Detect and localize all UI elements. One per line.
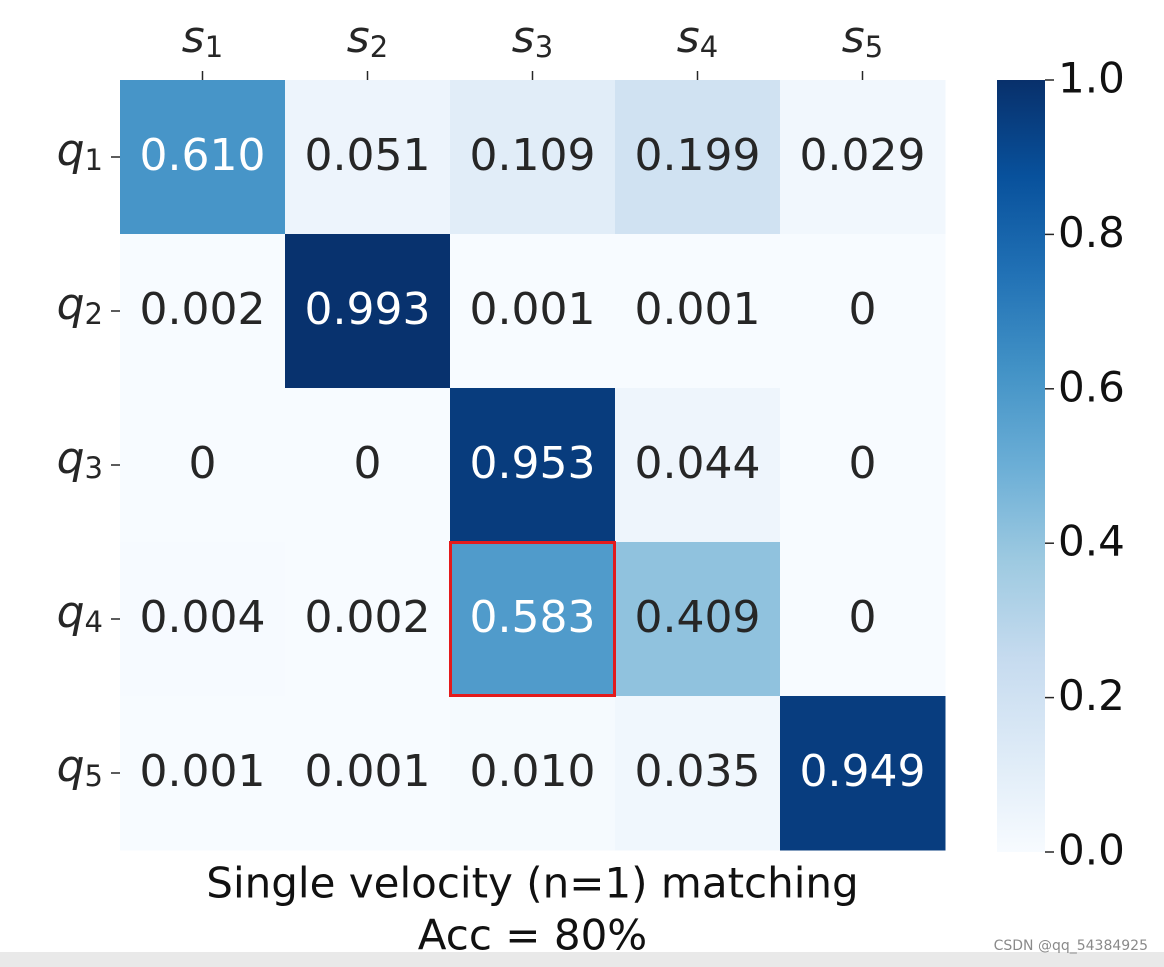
cell-label-r2-c1: 0.002 <box>140 284 266 335</box>
cell-label-r5-c3: 0.010 <box>470 746 596 797</box>
cell-label-r2-c3: 0.001 <box>470 284 596 335</box>
cell-label-r4-c4: 0.409 <box>635 592 761 643</box>
cell-label-r3-c3: 0.953 <box>470 438 596 489</box>
highlight-box-group <box>449 541 616 697</box>
cell-label-r1-c3: 0.109 <box>470 130 596 181</box>
y-tick-label-5: q5 <box>57 741 103 793</box>
heatmap-cell-r4-c5 <box>780 542 946 697</box>
colorbar-tick-label-2: 0.2 <box>1058 671 1125 720</box>
colorbar-tick-label-1: 0.0 <box>1058 826 1125 875</box>
x-tick-label-2: s2 <box>347 12 388 64</box>
heatmap-cell-r5-c2 <box>285 696 451 851</box>
heatmap-cells <box>120 80 946 851</box>
heatmap-cell-r1-c3 <box>450 80 616 235</box>
cell-label-r4-c5: 0 <box>849 592 877 643</box>
colorbar-tick-label-4: 0.6 <box>1058 362 1125 411</box>
heatmap-cell-r1-c4 <box>615 80 781 235</box>
colorbar-tick-label-5: 0.8 <box>1058 208 1125 257</box>
y-tick-label-4: q4 <box>57 587 103 639</box>
cell-label-r1-c1: 0.610 <box>140 130 266 181</box>
cell-label-r4-c1: 0.004 <box>140 592 266 643</box>
cell-label-r5-c4: 0.035 <box>635 746 761 797</box>
x-tick-label-4: s4 <box>677 12 718 64</box>
cell-label-r3-c2: 0 <box>354 438 382 489</box>
colorbar-gradient <box>997 80 1045 852</box>
x-tick-label-5: s5 <box>842 12 883 64</box>
heatmap-cell-r2-c3 <box>450 234 616 389</box>
cell-label-r5-c1: 0.001 <box>140 746 266 797</box>
colorbar: 0.0 0.2 0.4 0.6 0.8 1.0 <box>997 54 1125 875</box>
heatmap-cell-r2-c1 <box>120 234 286 389</box>
heatmap-cell-r2-c5 <box>780 234 946 389</box>
x-tick-label-1: s1 <box>182 12 223 64</box>
cell-label-r3-c5: 0 <box>849 438 877 489</box>
cell-label-r1-c5: 0.029 <box>800 130 926 181</box>
heatmap-cell-r4-c2 <box>285 542 451 697</box>
heatmap-cell-r5-c4 <box>615 696 781 851</box>
y-tick-label-2: q2 <box>57 279 103 331</box>
y-tick-label-1: q1 <box>57 125 103 177</box>
y-axis-ticks: q1 q2 q3 q4 q5 <box>57 125 120 793</box>
cell-label-r2-c4: 0.001 <box>635 284 761 335</box>
y-tick-label-3: q3 <box>57 433 103 485</box>
title-line-2: Acc = 80% <box>418 911 647 953</box>
heatmap-cell-r3-c3 <box>450 388 616 543</box>
heatmap-cell-r3-c5 <box>780 388 946 543</box>
heatmap-cell-r1-c1 <box>120 80 286 235</box>
cell-label-r3-c4: 0.044 <box>635 438 761 489</box>
cell-label-r1-c4: 0.199 <box>635 130 761 181</box>
heatmap-cell-r4-c4 <box>615 542 781 697</box>
heatmap-cell-r2-c2 <box>285 234 451 389</box>
title-line-1: Single velocity (n=1) matching <box>206 859 858 908</box>
cell-label-r3-c1: 0 <box>189 438 217 489</box>
highlight-box <box>449 541 616 697</box>
cell-label-r4-c3: 0.583 <box>470 592 596 643</box>
cell-label-r2-c2: 0.993 <box>305 284 431 335</box>
heatmap-cell-r3-c4 <box>615 388 781 543</box>
cell-label-r5-c5: 0.949 <box>800 746 926 797</box>
cell-label-r1-c2: 0.051 <box>305 130 431 181</box>
cell-label-r5-c2: 0.001 <box>305 746 431 797</box>
bottom-strip <box>0 952 1164 967</box>
x-axis-ticks: s1 s2 s3 s4 s5 <box>182 12 883 80</box>
cell-label-r4-c2: 0.002 <box>305 592 431 643</box>
heatmap-cell-r4-c1 <box>120 542 286 697</box>
heatmap-cell-r5-c1 <box>120 696 286 851</box>
colorbar-tick-label-6: 1.0 <box>1058 54 1125 103</box>
heatmap-cell-labels: 0.610 0.051 0.109 0.199 0.029 0.002 0.993 0.001… <box>140 130 926 797</box>
heatmap-cell-r5-c5 <box>780 696 946 851</box>
x-tick-label-3: s3 <box>512 12 553 64</box>
heatmap-cell-r5-c3 <box>450 696 616 851</box>
colorbar-tick-label-3: 0.4 <box>1058 517 1125 566</box>
heatmap-cell-r4-c3 <box>450 542 616 697</box>
heatmap-cell-r3-c2 <box>285 388 451 543</box>
heatmap-cell-r2-c4 <box>615 234 781 389</box>
heatmap-cell-r1-c2 <box>285 80 451 235</box>
watermark-text: CSDN @qq_54384925 <box>993 938 1148 954</box>
heatmap-cell-r3-c1 <box>120 388 286 543</box>
cell-label-r2-c5: 0 <box>849 284 877 335</box>
heatmap-cell-r1-c5 <box>780 80 946 235</box>
